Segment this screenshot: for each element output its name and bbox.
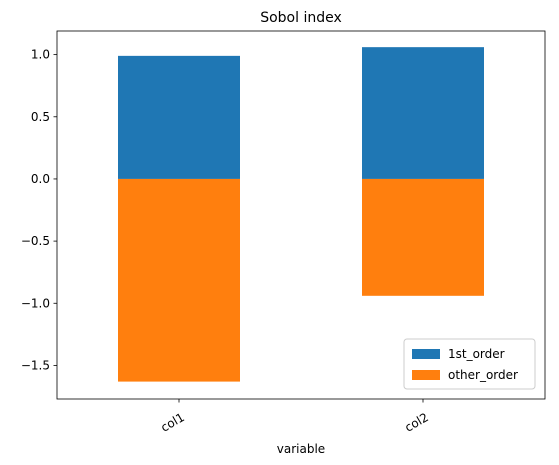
x-tick-label: col2 [402,410,431,435]
plot-frame [56,30,546,400]
legend: 1st_order other_order [403,338,536,390]
y-tick-label: 0.0 [31,172,50,186]
bar-col2-1st_order [362,47,484,179]
legend-swatch-1st_order [412,349,440,359]
y-tick-label: 0.5 [31,110,50,124]
x-tick-label: col1 [158,410,187,435]
y-tick-label: 1.0 [31,48,50,62]
y-tick-label: −1.0 [21,296,50,310]
legend-swatch-other_order [412,370,440,380]
y-tick-label: −1.5 [21,358,50,372]
chart-title: Sobol index [260,10,342,26]
legend-label-1st_order: 1st_order [448,347,505,361]
x-axis-title: variable [277,442,325,456]
bar-col1-1st_order [118,55,240,179]
bar-col2-other_order [362,178,484,296]
y-tick-label: −0.5 [21,234,50,248]
bar-col1-other_order [118,178,240,382]
bars-group [118,47,484,382]
legend-label-other_order: other_order [448,368,518,382]
